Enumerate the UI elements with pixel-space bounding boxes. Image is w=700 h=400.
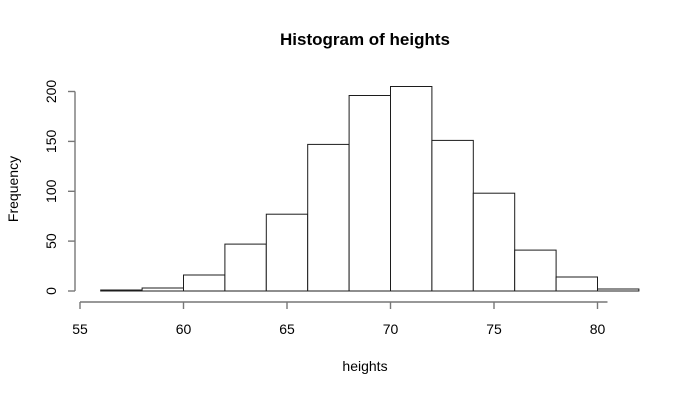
y-tick-label: 150 (43, 130, 59, 154)
y-axis-label: Frequency (5, 156, 21, 222)
y-tick-label: 200 (43, 80, 59, 104)
x-tick-label: 70 (383, 321, 399, 337)
histogram-bar-1 (141, 287, 185, 292)
histogram-bar-3 (224, 243, 267, 292)
x-axis: 55 60 65 70 75 80 (72, 301, 608, 337)
histogram-bars (100, 86, 640, 292)
y-tick-label: 100 (43, 179, 59, 203)
histogram-bar-9 (472, 192, 516, 292)
histogram-bar-8 (431, 139, 474, 292)
histogram-bar-7 (390, 86, 433, 292)
histogram-bar-12 (597, 288, 640, 292)
x-tick-label: 75 (486, 321, 502, 337)
histogram-bar-2 (183, 274, 226, 292)
y-tick-label: 0 (43, 287, 59, 295)
histogram-bar-4 (265, 213, 309, 292)
chart-title: Histogram of heights (280, 30, 450, 49)
histogram-bar-6 (348, 95, 392, 292)
x-axis-label: heights (342, 358, 387, 374)
x-tick-label: 80 (590, 321, 606, 337)
histogram-bar-5 (307, 143, 350, 292)
y-axis: 0 50 100 150 200 (43, 80, 76, 295)
histogram-bar-11 (555, 276, 598, 292)
y-tick-label: 50 (43, 233, 59, 249)
x-tick-label: 65 (279, 321, 295, 337)
x-tick-label: 55 (72, 321, 88, 337)
x-tick-label: 60 (176, 321, 192, 337)
histogram-bar-0 (100, 289, 143, 292)
histogram-bar-10 (514, 249, 557, 292)
